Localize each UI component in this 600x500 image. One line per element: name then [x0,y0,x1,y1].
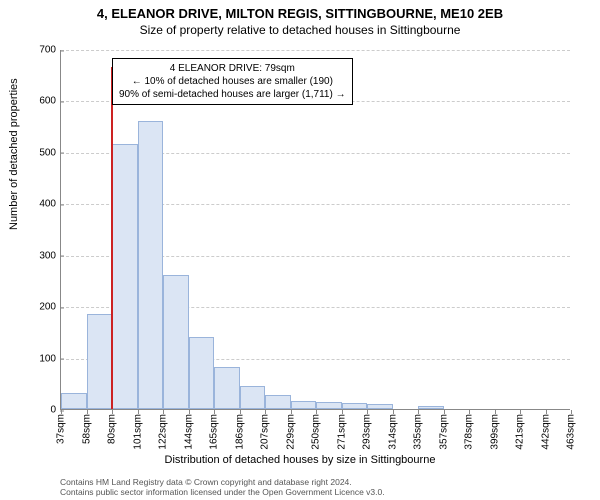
x-tick-label: 58sqm [81,414,92,444]
x-tick-label: 144sqm [183,414,194,450]
histogram-bar [265,395,291,409]
x-tick-label: 186sqm [234,414,245,450]
y-tick-label: 0 [26,405,56,416]
footer-line-2: Contains public sector information licen… [60,487,590,497]
histogram-bar [367,404,393,409]
histogram-bar [189,337,215,409]
x-tick-label: 335sqm [413,414,424,450]
annotation-box: 4 ELEANOR DRIVE: 79sqm← 10% of detached … [112,58,353,105]
grid-line [61,50,570,51]
histogram-bar [61,393,87,409]
x-axis-label: Distribution of detached houses by size … [0,454,600,466]
x-tick-label: 293sqm [362,414,373,450]
x-tick-label: 378sqm [464,414,475,450]
x-tick-label: 229sqm [285,414,296,450]
histogram-bar [87,314,113,409]
x-tick-label: 463sqm [566,414,577,450]
y-tick-label: 400 [26,199,56,210]
histogram-bar [418,406,444,409]
histogram-bar [291,401,317,409]
histogram-bar [240,386,266,409]
annotation-line: 4 ELEANOR DRIVE: 79sqm [119,62,346,75]
x-tick-label: 442sqm [540,414,551,450]
histogram-bar [214,367,240,409]
x-tick-label: 37sqm [56,414,67,444]
annotation-line: ← 10% of detached houses are smaller (19… [119,75,346,88]
chart-title: 4, ELEANOR DRIVE, MILTON REGIS, SITTINGB… [0,0,600,21]
histogram-bar [342,403,368,409]
histogram-bar [138,121,164,409]
x-tick-label: 80sqm [107,414,118,444]
histogram-bar [316,402,342,409]
footer-attribution: Contains HM Land Registry data © Crown c… [60,477,590,497]
y-tick-label: 100 [26,353,56,364]
x-tick-label: 357sqm [438,414,449,450]
x-tick-label: 207sqm [260,414,271,450]
x-tick-label: 421sqm [515,414,526,450]
y-tick-label: 700 [26,45,56,56]
x-tick-label: 399sqm [489,414,500,450]
y-axis-label: Number of detached properties [8,78,20,230]
histogram-bar [112,144,138,409]
chart-area: 010020030040050060070037sqm58sqm80sqm101… [60,50,570,410]
histogram-bar [163,275,189,409]
property-marker-line [111,67,113,409]
x-tick-label: 122sqm [158,414,169,450]
x-tick-label: 314sqm [387,414,398,450]
y-tick-label: 600 [26,96,56,107]
annotation-line: 90% of semi-detached houses are larger (… [119,88,346,101]
footer-line-1: Contains HM Land Registry data © Crown c… [60,477,590,487]
y-tick-label: 300 [26,250,56,261]
x-tick-label: 271sqm [336,414,347,450]
y-tick-label: 500 [26,147,56,158]
x-tick-label: 101sqm [132,414,143,450]
y-tick-label: 200 [26,302,56,313]
chart-subtitle: Size of property relative to detached ho… [0,21,600,37]
x-tick-label: 250sqm [311,414,322,450]
x-tick-label: 165sqm [209,414,220,450]
